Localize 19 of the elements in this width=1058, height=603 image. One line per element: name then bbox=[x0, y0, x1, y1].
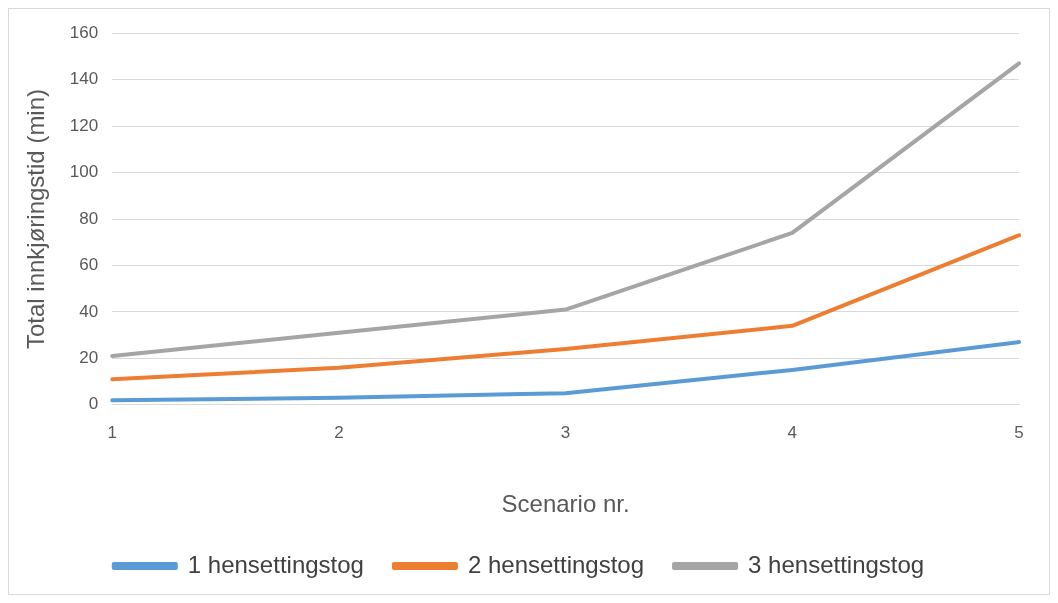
y-tick-label: 120 bbox=[69, 115, 99, 135]
y-tick-label: 0 bbox=[88, 394, 99, 414]
y-tick-label: 100 bbox=[69, 162, 99, 182]
legend-label: 2 hensettingstog bbox=[467, 550, 645, 578]
y-tick-label: 160 bbox=[69, 22, 99, 42]
legend-label: 3 hensettingstog bbox=[748, 550, 925, 578]
x-axis-title: Scenario nr. bbox=[501, 490, 630, 518]
y-tick-label: 40 bbox=[79, 301, 99, 321]
y-tick-label: 80 bbox=[79, 208, 99, 228]
x-tick-label: 1 bbox=[107, 422, 117, 442]
legend-label: 1 hensettingstog bbox=[187, 550, 364, 578]
x-tick-label: 3 bbox=[560, 422, 571, 442]
x-tick-label: 4 bbox=[787, 422, 798, 442]
y-tick-label: 20 bbox=[79, 348, 99, 368]
y-tick-label: 140 bbox=[69, 69, 99, 89]
x-tick-label: 2 bbox=[334, 422, 344, 442]
y-axis-title: Total innkjøringstid (min) bbox=[22, 88, 50, 350]
y-tick-label: 60 bbox=[79, 255, 99, 275]
x-tick-label: 5 bbox=[1014, 422, 1024, 442]
